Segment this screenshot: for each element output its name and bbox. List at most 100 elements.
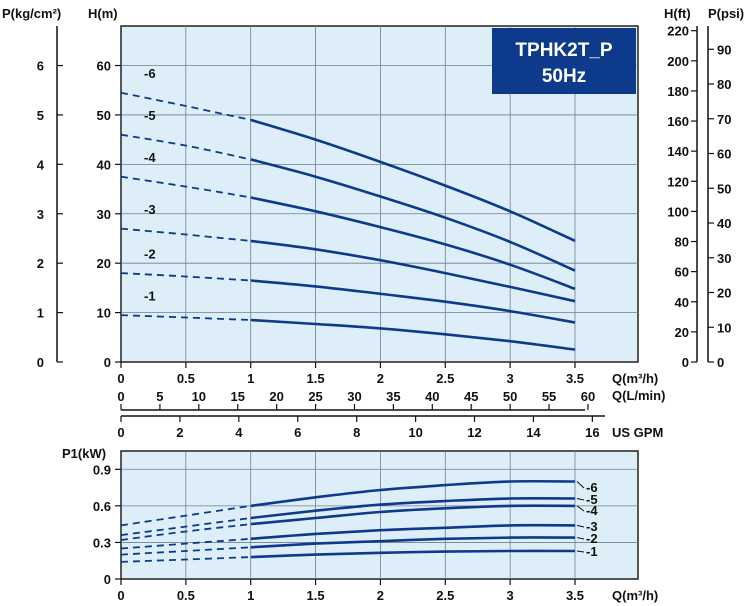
curve-stage3 [250, 239, 576, 303]
pressure-psi-ticks: 0 10 20 30 40 50 60 70 80 90 [708, 42, 731, 370]
pressure-psi-axis: P(psi) 0 10 20 30 40 50 60 70 80 90 [707, 6, 744, 370]
head-y-tick-label: 40 [97, 157, 111, 172]
pressure-kg-axis: P(kg/cm²) 0 1 2 3 4 5 6 [2, 6, 63, 370]
lpm-unit: Q(L/min) [612, 388, 665, 403]
head-x-tick-label: 1 [247, 371, 254, 386]
curve-stage2 [250, 536, 576, 549]
power-x-ticks: 0 0.5 1 1.5 2 2.5 3 3.5 [117, 579, 584, 603]
curve-label: -6 [586, 480, 598, 495]
pressure-psi-tick-label: 50 [717, 181, 731, 196]
power-y-ticks: 0 0.3 0.6 0.9 [93, 462, 121, 587]
curve-stage5 [250, 158, 576, 272]
gpm-tick-label: 16 [585, 425, 599, 440]
head-curve-labels: -1 -2 -3 -4 -5 -6 [144, 66, 156, 303]
head-ft-axis: H(ft) 0 20 40 60 80 100 120 140 160 180 200 220 [664, 6, 698, 370]
model-badge: TPHK2T_P 50Hz [492, 28, 636, 94]
pressure-kg-tick-label: 6 [37, 59, 44, 74]
curve-label: -6 [144, 66, 156, 81]
frequency: 50Hz [542, 66, 586, 87]
head-x-tick-label: 2 [377, 371, 384, 386]
pressure-psi-tick-label: 0 [717, 355, 724, 370]
lpm-tick-label: 5 [156, 389, 163, 404]
curve-stage1 [250, 549, 576, 559]
head-y-tick-label: 0 [104, 355, 111, 370]
head-x-tick-label: 2.5 [436, 371, 454, 386]
pressure-kg-tick-label: 2 [37, 256, 44, 271]
lpm-tick-label: 50 [503, 389, 517, 404]
pressure-kg-tick-label: 0 [37, 355, 44, 370]
power-plot: -1-2-3-4-5-6 0 0.3 0.6 0.9 0 0.5 1 1.5 2 2.5 3 3.5… [62, 446, 658, 603]
power-y-label: P1(kW) [62, 446, 106, 461]
curve-stage6-dashed [120, 91, 251, 121]
head-x-tick-label: 3 [507, 371, 514, 386]
model-name: TPHK2T_P [515, 40, 612, 61]
curve-label: -4 [586, 503, 598, 518]
power-x-tick-label: 1.5 [307, 588, 325, 603]
lpm-tick-label: 40 [425, 389, 439, 404]
curve-stage4-dashed [120, 523, 251, 541]
curve-stage1 [250, 318, 576, 351]
gpm-ticks: 0 2 4 6 8 10 12 14 16 [117, 416, 600, 440]
power-y-tick-label: 0.3 [93, 535, 111, 550]
curve-label: -1 [586, 544, 598, 559]
head-ft-tick-label: 140 [667, 144, 689, 159]
curve-stage6 [250, 479, 576, 508]
lpm-tick-label: 35 [386, 389, 400, 404]
curve-label: -2 [144, 246, 156, 261]
lpm-ticks: 0 5 10 15 20 25 30 35 40 45 50 55 60 [117, 389, 595, 410]
power-label-leader [576, 498, 585, 501]
head-ft-label: H(ft) [664, 6, 691, 21]
curve-stage3-dashed [120, 227, 251, 242]
lpm-tick-label: 10 [192, 389, 206, 404]
head-ft-tick-label: 100 [667, 204, 689, 219]
pressure-psi-tick-label: 30 [717, 251, 731, 266]
curve-stage6 [250, 118, 576, 243]
lpm-tick-label: 20 [269, 389, 283, 404]
curve-stage4 [250, 504, 576, 526]
head-x-tick-label: 0.5 [177, 371, 195, 386]
pressure-psi-tick-label: 70 [717, 112, 731, 127]
head-curves [120, 91, 576, 351]
curve-stage5-dashed [120, 517, 251, 536]
curve-label: -5 [586, 492, 598, 507]
power-label-leader [576, 505, 585, 512]
curve-stage3-dashed [120, 537, 251, 550]
head-x-tick-label: 0 [117, 371, 124, 386]
lpm-tick-label: 0 [117, 389, 124, 404]
curve-label: -2 [586, 531, 598, 546]
head-ft-tick-label: 80 [675, 235, 689, 250]
pressure-psi-tick-label: 90 [717, 42, 731, 57]
gpm-tick-label: 2 [176, 425, 183, 440]
lpm-axis: 0 5 10 15 20 25 30 35 40 45 50 55 60 Q(L/min) [117, 388, 665, 411]
curve-label: -5 [144, 108, 156, 123]
curve-stage3 [250, 523, 576, 541]
head-ft-tick-label: 40 [675, 295, 689, 310]
curve-stage6-dashed [120, 505, 251, 527]
pressure-psi-label: P(psi) [708, 6, 744, 21]
power-x-tick-label: 3 [507, 588, 514, 603]
curve-label: -3 [586, 519, 598, 534]
head-ft-tick-label: 20 [675, 325, 689, 340]
head-ft-ticks: 0 20 40 60 80 100 120 140 160 180 200 220 [667, 24, 697, 370]
curve-label: -4 [144, 150, 156, 165]
head-y-tick-label: 60 [97, 59, 111, 74]
power-label-leader [576, 537, 585, 540]
head-ft-tick-label: 120 [667, 174, 689, 189]
power-x-unit: Q(m³/h) [612, 588, 658, 603]
curve-stage5-dashed [120, 133, 251, 161]
power-x-tick-label: 0.5 [177, 588, 195, 603]
head-ft-tick-label: 0 [682, 355, 689, 370]
power-curve-labels: -1-2-3-4-5-6 [576, 480, 598, 559]
gpm-tick-label: 6 [294, 425, 301, 440]
power-x-tick-label: 2.5 [436, 588, 454, 603]
pressure-kg-tick-label: 3 [37, 207, 44, 222]
power-label-leader [576, 481, 585, 489]
power-y-tick-label: 0 [104, 572, 111, 587]
head-grid [121, 26, 638, 362]
lpm-tick-label: 45 [464, 389, 478, 404]
curve-label: -3 [144, 202, 156, 217]
curve-stage1-dashed [120, 556, 251, 563]
head-ft-tick-label: 180 [667, 84, 689, 99]
pressure-psi-tick-label: 40 [717, 216, 731, 231]
gpm-tick-label: 0 [117, 425, 124, 440]
